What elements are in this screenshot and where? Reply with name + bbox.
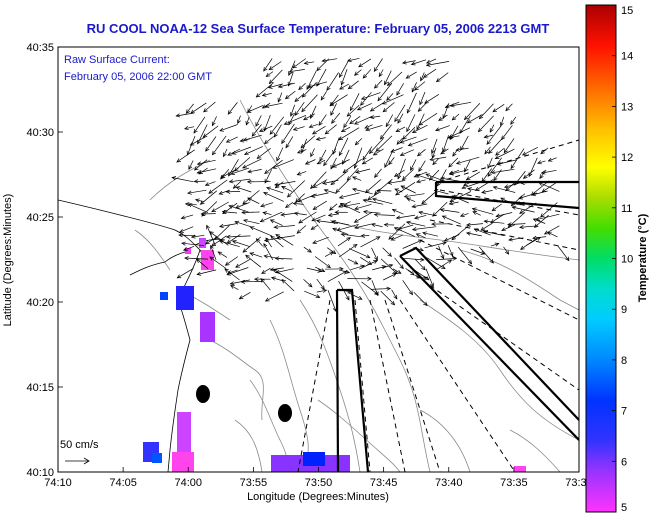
x-tick-label: 74:10	[44, 477, 72, 489]
black-marker	[196, 385, 210, 403]
sst-patches	[143, 238, 526, 472]
colorbar-tick-label: 5	[621, 502, 627, 514]
shipping-lanes	[335, 180, 579, 472]
y-axis-label: Latitude (Degrees:Minutes)	[2, 194, 14, 327]
x-tick-label: 74:00	[174, 477, 202, 489]
x-axis-label: Longitude (Degrees:Minutes)	[247, 491, 389, 503]
x-tick-label: 73:40	[435, 477, 463, 489]
colorbar: 5 6 7 8 9 10 11 12 13 14 15 Temperature (°C)	[585, 4, 649, 514]
colorbar-label: Temperature (°C)	[637, 213, 649, 302]
colorbar-tick-label: 8	[621, 355, 627, 367]
black-marker	[278, 404, 292, 422]
coverage-rays	[297, 139, 579, 472]
x-tick-label: 73:50	[305, 477, 333, 489]
x-tick-label: 74:05	[109, 477, 137, 489]
colorbar-tick-label: 6	[621, 456, 627, 468]
x-tick-label: 73:35	[500, 477, 528, 489]
colorbar-tick-label: 7	[621, 406, 627, 418]
x-tick-label: 73:45	[370, 477, 398, 489]
current-label: Raw Surface Current:	[64, 54, 170, 66]
colorbar-tick-label: 11	[621, 203, 632, 215]
plot-area	[57, 46, 580, 473]
x-axis: 74:10 74:05 74:00 73:55 73:50 73:45 73:40 73:35…	[44, 467, 593, 489]
map-title: RU COOL NOAA-12 Sea Surface Temperature:…	[87, 21, 550, 36]
y-axis: 40:10 40:15 40:20 40:25 40:30 40:35	[26, 42, 63, 479]
current-time: February 05, 2006 22:00 GMT	[64, 71, 212, 83]
colorbar-tick-label: 14	[621, 51, 633, 63]
y-tick-label: 40:15	[26, 382, 54, 394]
y-tick-label: 40:25	[26, 212, 54, 224]
y-tick-label: 40:30	[26, 127, 54, 139]
y-tick-label: 40:10	[26, 467, 54, 479]
scale-label: 50 cm/s	[60, 439, 99, 451]
scale-arrow: 50 cm/s	[60, 439, 99, 465]
current-vectors	[171, 57, 570, 312]
colorbar-tick-label: 9	[621, 304, 627, 316]
colorbar-tick-label: 15	[621, 5, 633, 17]
colorbar-ramp	[585, 4, 617, 513]
colorbar-tick-label: 10	[621, 254, 633, 266]
colorbar-tick-label: 13	[621, 101, 633, 113]
y-tick-label: 40:20	[26, 297, 54, 309]
colorbar-tick-label: 12	[621, 152, 633, 164]
x-tick-label: 73:55	[240, 477, 268, 489]
y-tick-label: 40:35	[26, 42, 54, 54]
